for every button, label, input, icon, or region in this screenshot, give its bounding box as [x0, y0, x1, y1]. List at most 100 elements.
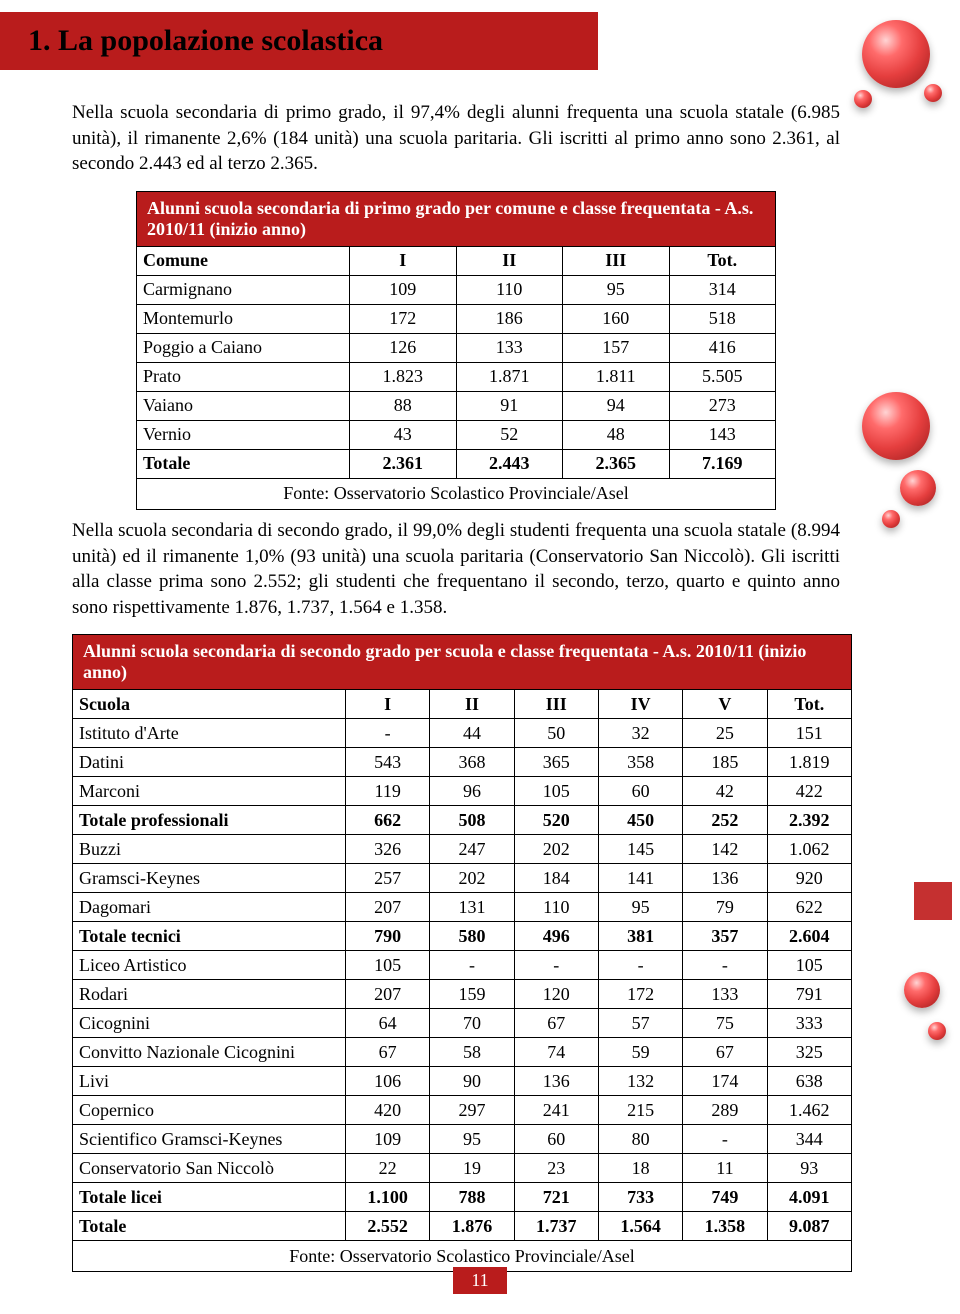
- table1-source: Fonte: Osservatorio Scolastico Provincia…: [137, 478, 776, 509]
- row-label: Carmignano: [137, 275, 350, 304]
- cell-value: 67: [514, 1009, 598, 1038]
- cell-value: 543: [346, 748, 430, 777]
- sphere-icon: [900, 470, 936, 506]
- cell-value: 1.358: [683, 1212, 767, 1241]
- row-label: Poggio a Caiano: [137, 333, 350, 362]
- cell-value: 749: [683, 1183, 767, 1212]
- cell-value: -: [683, 951, 767, 980]
- row-label: Datini: [73, 748, 346, 777]
- cell-value: 105: [767, 951, 851, 980]
- cell-value: 93: [767, 1154, 851, 1183]
- row-label: Totale: [137, 449, 350, 478]
- content-area: Nella scuola secondaria di primo grado, …: [0, 70, 960, 1300]
- cell-value: 1.737: [514, 1212, 598, 1241]
- cell-value: 22: [346, 1154, 430, 1183]
- table-row: Carmignano10911095314: [137, 275, 776, 304]
- cell-value: 59: [598, 1038, 682, 1067]
- table-row: Cicognini6470675775333: [73, 1009, 852, 1038]
- column-header: V: [683, 690, 767, 719]
- cell-value: 185: [683, 748, 767, 777]
- row-label: Totale tecnici: [73, 922, 346, 951]
- cell-value: 496: [514, 922, 598, 951]
- cell-value: 105: [346, 951, 430, 980]
- cell-value: 133: [456, 333, 563, 362]
- table-row: Montemurlo172186160518: [137, 304, 776, 333]
- table-row: Livi10690136132174638: [73, 1067, 852, 1096]
- cell-value: 450: [598, 806, 682, 835]
- cell-value: 1.462: [767, 1096, 851, 1125]
- cell-value: 2.361: [350, 449, 457, 478]
- cell-value: 42: [683, 777, 767, 806]
- cell-value: 67: [346, 1038, 430, 1067]
- table-primo-grado: Alunni scuola secondaria di primo grado …: [136, 191, 776, 510]
- cell-value: 109: [346, 1125, 430, 1154]
- cell-value: 136: [683, 864, 767, 893]
- cell-value: 2.604: [767, 922, 851, 951]
- cell-value: 119: [346, 777, 430, 806]
- cell-value: 142: [683, 835, 767, 864]
- cell-value: 60: [514, 1125, 598, 1154]
- cell-value: 105: [514, 777, 598, 806]
- cell-value: 215: [598, 1096, 682, 1125]
- cell-value: 43: [350, 420, 457, 449]
- table1-title: Alunni scuola secondaria di primo grado …: [137, 191, 776, 246]
- sphere-icon: [928, 1022, 946, 1040]
- cell-value: 95: [598, 893, 682, 922]
- cell-value: 2.392: [767, 806, 851, 835]
- row-label: Buzzi: [73, 835, 346, 864]
- row-label: Vernio: [137, 420, 350, 449]
- cell-value: 733: [598, 1183, 682, 1212]
- cell-value: 18: [598, 1154, 682, 1183]
- table-row: Vernio435248143: [137, 420, 776, 449]
- cell-value: 791: [767, 980, 851, 1009]
- row-label: Vaiano: [137, 391, 350, 420]
- cell-value: 344: [767, 1125, 851, 1154]
- cell-value: 11: [683, 1154, 767, 1183]
- cell-value: 174: [683, 1067, 767, 1096]
- cell-value: 172: [350, 304, 457, 333]
- cell-value: 273: [669, 391, 776, 420]
- row-label: Totale professionali: [73, 806, 346, 835]
- table-row: Conservatorio San Niccolò221923181193: [73, 1154, 852, 1183]
- cell-value: 202: [514, 835, 598, 864]
- cell-value: 133: [683, 980, 767, 1009]
- cell-value: 2.365: [563, 449, 670, 478]
- cell-value: 420: [346, 1096, 430, 1125]
- cell-value: 202: [430, 864, 514, 893]
- cell-value: 96: [430, 777, 514, 806]
- row-label: Liceo Artistico: [73, 951, 346, 980]
- cell-value: 64: [346, 1009, 430, 1038]
- row-label: Cicognini: [73, 1009, 346, 1038]
- cell-value: 94: [563, 391, 670, 420]
- row-label: Rodari: [73, 980, 346, 1009]
- square-icon: [914, 882, 952, 920]
- cell-value: 1.871: [456, 362, 563, 391]
- cell-value: 416: [669, 333, 776, 362]
- row-label: Montemurlo: [137, 304, 350, 333]
- column-header: Scuola: [73, 690, 346, 719]
- section-header: 1. La popolazione scolastica: [0, 12, 598, 70]
- table-row: Totale professionali6625085204502522.392: [73, 806, 852, 835]
- table-row: Prato1.8231.8711.8115.505: [137, 362, 776, 391]
- row-label: Istituto d'Arte: [73, 719, 346, 748]
- row-label: Totale: [73, 1212, 346, 1241]
- column-header: II: [430, 690, 514, 719]
- table-row: Vaiano889194273: [137, 391, 776, 420]
- cell-value: 358: [598, 748, 682, 777]
- cell-value: 67: [683, 1038, 767, 1067]
- sphere-icon: [904, 972, 940, 1008]
- cell-value: 1.811: [563, 362, 670, 391]
- cell-value: 95: [430, 1125, 514, 1154]
- table-row: Totale2.5521.8761.7371.5641.3589.087: [73, 1212, 852, 1241]
- cell-value: 7.169: [669, 449, 776, 478]
- cell-value: 9.087: [767, 1212, 851, 1241]
- cell-value: 638: [767, 1067, 851, 1096]
- cell-value: 518: [669, 304, 776, 333]
- cell-value: 79: [683, 893, 767, 922]
- cell-value: 60: [598, 777, 682, 806]
- table-row: Liceo Artistico105----105: [73, 951, 852, 980]
- column-header: Tot.: [669, 246, 776, 275]
- column-header: III: [563, 246, 670, 275]
- cell-value: 50: [514, 719, 598, 748]
- cell-value: 106: [346, 1067, 430, 1096]
